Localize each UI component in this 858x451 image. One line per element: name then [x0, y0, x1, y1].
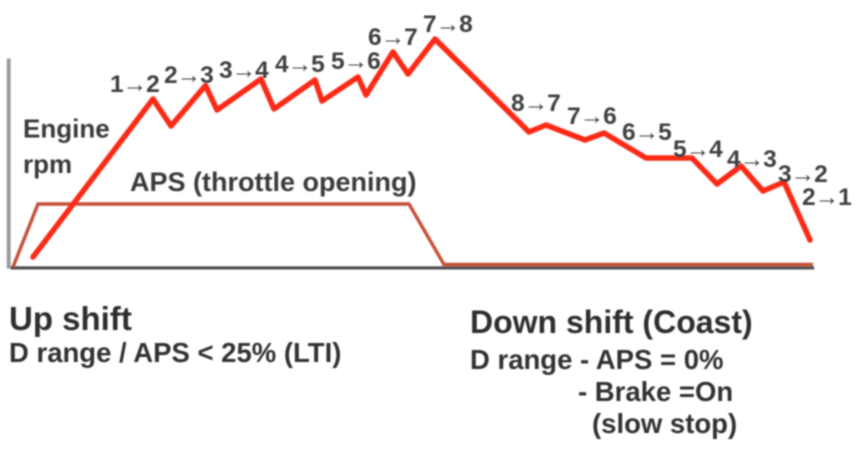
- svg-text:- Brake =On: - Brake =On: [578, 376, 733, 407]
- svg-text:4→5: 4→5: [275, 51, 324, 78]
- svg-text:Down shift (Coast): Down shift (Coast): [470, 304, 753, 340]
- svg-text:7→6: 7→6: [567, 103, 616, 130]
- svg-text:3→2: 3→2: [778, 161, 827, 188]
- svg-text:7→8: 7→8: [423, 11, 472, 38]
- svg-text:Up shift: Up shift: [9, 300, 132, 337]
- svg-text:8→7: 8→7: [511, 90, 560, 117]
- svg-text:(slow stop): (slow stop): [592, 408, 737, 439]
- svg-text:3→4: 3→4: [219, 57, 269, 84]
- svg-text:APS (throttle opening): APS (throttle opening): [130, 167, 416, 197]
- svg-text:2→1: 2→1: [802, 184, 851, 211]
- svg-text:6→7: 6→7: [368, 24, 417, 51]
- svg-text:Engine: Engine: [23, 114, 110, 144]
- svg-text:D range / APS < 25% (LTI): D range / APS < 25% (LTI): [9, 337, 341, 368]
- svg-text:1→2: 1→2: [110, 71, 159, 98]
- svg-text:5→6: 5→6: [331, 48, 380, 75]
- svg-text:6→5: 6→5: [622, 119, 671, 146]
- svg-text:rpm: rpm: [23, 149, 72, 179]
- svg-text:D range - APS = 0%: D range - APS = 0%: [470, 344, 723, 375]
- svg-text:4→3: 4→3: [727, 146, 776, 173]
- svg-text:2→3: 2→3: [164, 62, 213, 89]
- svg-text:5→4: 5→4: [673, 136, 723, 163]
